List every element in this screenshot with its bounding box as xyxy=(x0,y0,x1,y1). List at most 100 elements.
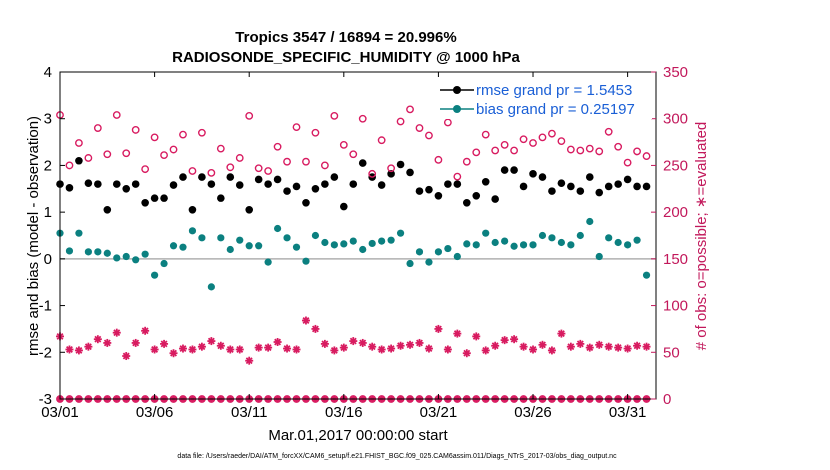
obs-possible-point xyxy=(311,128,320,137)
y-axis-right-label: # of obs: o=possible; ∗=evaluated xyxy=(693,122,710,351)
rmse-point xyxy=(340,202,348,211)
bias-point xyxy=(378,237,386,245)
obs-evaluated-point xyxy=(368,342,377,351)
bias-point xyxy=(576,231,584,240)
obs-evaluated-point xyxy=(112,328,121,337)
obs-possible-point xyxy=(245,112,254,120)
y-left-tick-label: -2 xyxy=(39,344,52,361)
rmse-point xyxy=(254,175,263,184)
rmse-point xyxy=(112,180,121,188)
rmse-point xyxy=(472,191,481,200)
y-right-tick-label: 200 xyxy=(663,204,688,221)
obs-possible-point xyxy=(491,146,500,155)
rmse-point xyxy=(415,187,424,195)
obs-evaluated-point xyxy=(264,343,273,352)
x-axis: 03/01 03/06 03/11 03/16 03/21 03/26 03/31 xyxy=(41,72,646,421)
obs-evaluated-point xyxy=(585,343,594,352)
obs-possible-point xyxy=(84,154,93,162)
obs-possible-point xyxy=(585,144,594,153)
legend-rmse-label: rmse grand pr = 1.5453 xyxy=(476,82,632,99)
obs-evaluated-point xyxy=(245,356,254,365)
obs-possible-point xyxy=(93,124,102,132)
obs-possible-point xyxy=(188,167,197,175)
obs-possible-point xyxy=(122,149,131,158)
obs-evaluated-point xyxy=(566,342,575,351)
obs-evaluated-point xyxy=(424,344,433,353)
obs-evaluated-point xyxy=(434,324,443,333)
obs-possible-point xyxy=(65,161,74,170)
obs-evaluated-point xyxy=(292,345,301,354)
obs-possible-point xyxy=(510,146,518,155)
y-right-tick-label: 100 xyxy=(663,298,688,315)
x-axis-label: Mar.01,2017 00:00:00 start xyxy=(268,427,448,444)
y-axis-left: -3 -2 -1 0 1 2 3 4 xyxy=(39,64,65,408)
bias-point xyxy=(624,241,632,249)
rmse-point xyxy=(235,181,244,189)
rmse-point xyxy=(491,195,499,203)
obs-evaluated-point xyxy=(406,340,415,349)
obs-possible-point xyxy=(103,150,112,159)
obs-evaluated-point xyxy=(576,339,585,348)
obs-evaluated-point xyxy=(131,338,140,347)
obs-possible-point xyxy=(75,139,83,147)
y-left-tick-label: 3 xyxy=(44,111,52,128)
bias-point xyxy=(273,224,282,233)
obs-evaluated-point xyxy=(642,342,651,351)
bias-point xyxy=(406,259,414,268)
series-bias xyxy=(56,217,651,291)
obs-evaluated-point xyxy=(349,337,358,346)
obs-possible-point xyxy=(302,157,310,166)
obs-possible-point xyxy=(443,118,452,127)
rmse-point xyxy=(538,173,547,181)
bias-point xyxy=(491,238,499,247)
obs-possible-point xyxy=(254,164,263,173)
obs-possible-point xyxy=(425,131,433,140)
bias-point xyxy=(75,229,83,237)
obs-possible-point xyxy=(112,111,121,119)
obs-evaluated-point xyxy=(529,345,538,354)
rmse-point xyxy=(434,191,443,200)
rmse-point xyxy=(406,168,414,177)
bias-point xyxy=(472,241,480,249)
obs-possible-point xyxy=(368,169,377,178)
legend-bias-marker xyxy=(453,105,461,113)
obs-evaluated-point xyxy=(396,341,405,350)
bias-point xyxy=(179,243,187,251)
rmse-point xyxy=(94,180,102,188)
obs-possible-point xyxy=(198,128,206,137)
bias-point xyxy=(529,241,537,249)
rmse-point xyxy=(462,199,471,207)
bias-point xyxy=(151,271,159,279)
obs-possible-point xyxy=(226,163,235,172)
obs-possible-point xyxy=(406,105,414,114)
obs-possible-point xyxy=(264,167,273,175)
rmse-point xyxy=(302,199,310,207)
x-tick-label: 03/16 xyxy=(325,404,363,421)
obs-evaluated-point xyxy=(358,338,367,347)
obs-possible-point xyxy=(566,145,575,154)
bias-point xyxy=(642,271,651,279)
obs-possible-point xyxy=(292,123,301,132)
obs-possible-point xyxy=(642,152,651,160)
rmse-point xyxy=(169,181,178,189)
y-left-tick-label: -1 xyxy=(39,298,52,315)
bias-point xyxy=(633,236,641,244)
x-tick-label: 03/11 xyxy=(231,404,267,421)
bias-point xyxy=(160,259,168,268)
obs-evaluated-point xyxy=(216,341,225,350)
series-rmse xyxy=(56,156,651,214)
legend-bias-label: bias grand pr = 0.25197 xyxy=(476,101,635,118)
obs-evaluated-point xyxy=(491,341,500,350)
chart-title-line1: Tropics 3547 / 16894 = 20.996% xyxy=(235,29,456,46)
bias-point xyxy=(169,242,178,250)
obs-possible-point xyxy=(415,124,424,132)
rmse-point xyxy=(226,173,235,181)
rmse-point xyxy=(377,181,386,189)
obs-possible-point xyxy=(320,161,329,170)
obs-possible-point xyxy=(576,146,585,155)
obs-evaluated-point xyxy=(330,346,339,355)
bias-point xyxy=(359,245,367,254)
bias-point xyxy=(415,248,424,256)
rmse-point xyxy=(150,194,159,202)
bias-point xyxy=(132,256,140,264)
